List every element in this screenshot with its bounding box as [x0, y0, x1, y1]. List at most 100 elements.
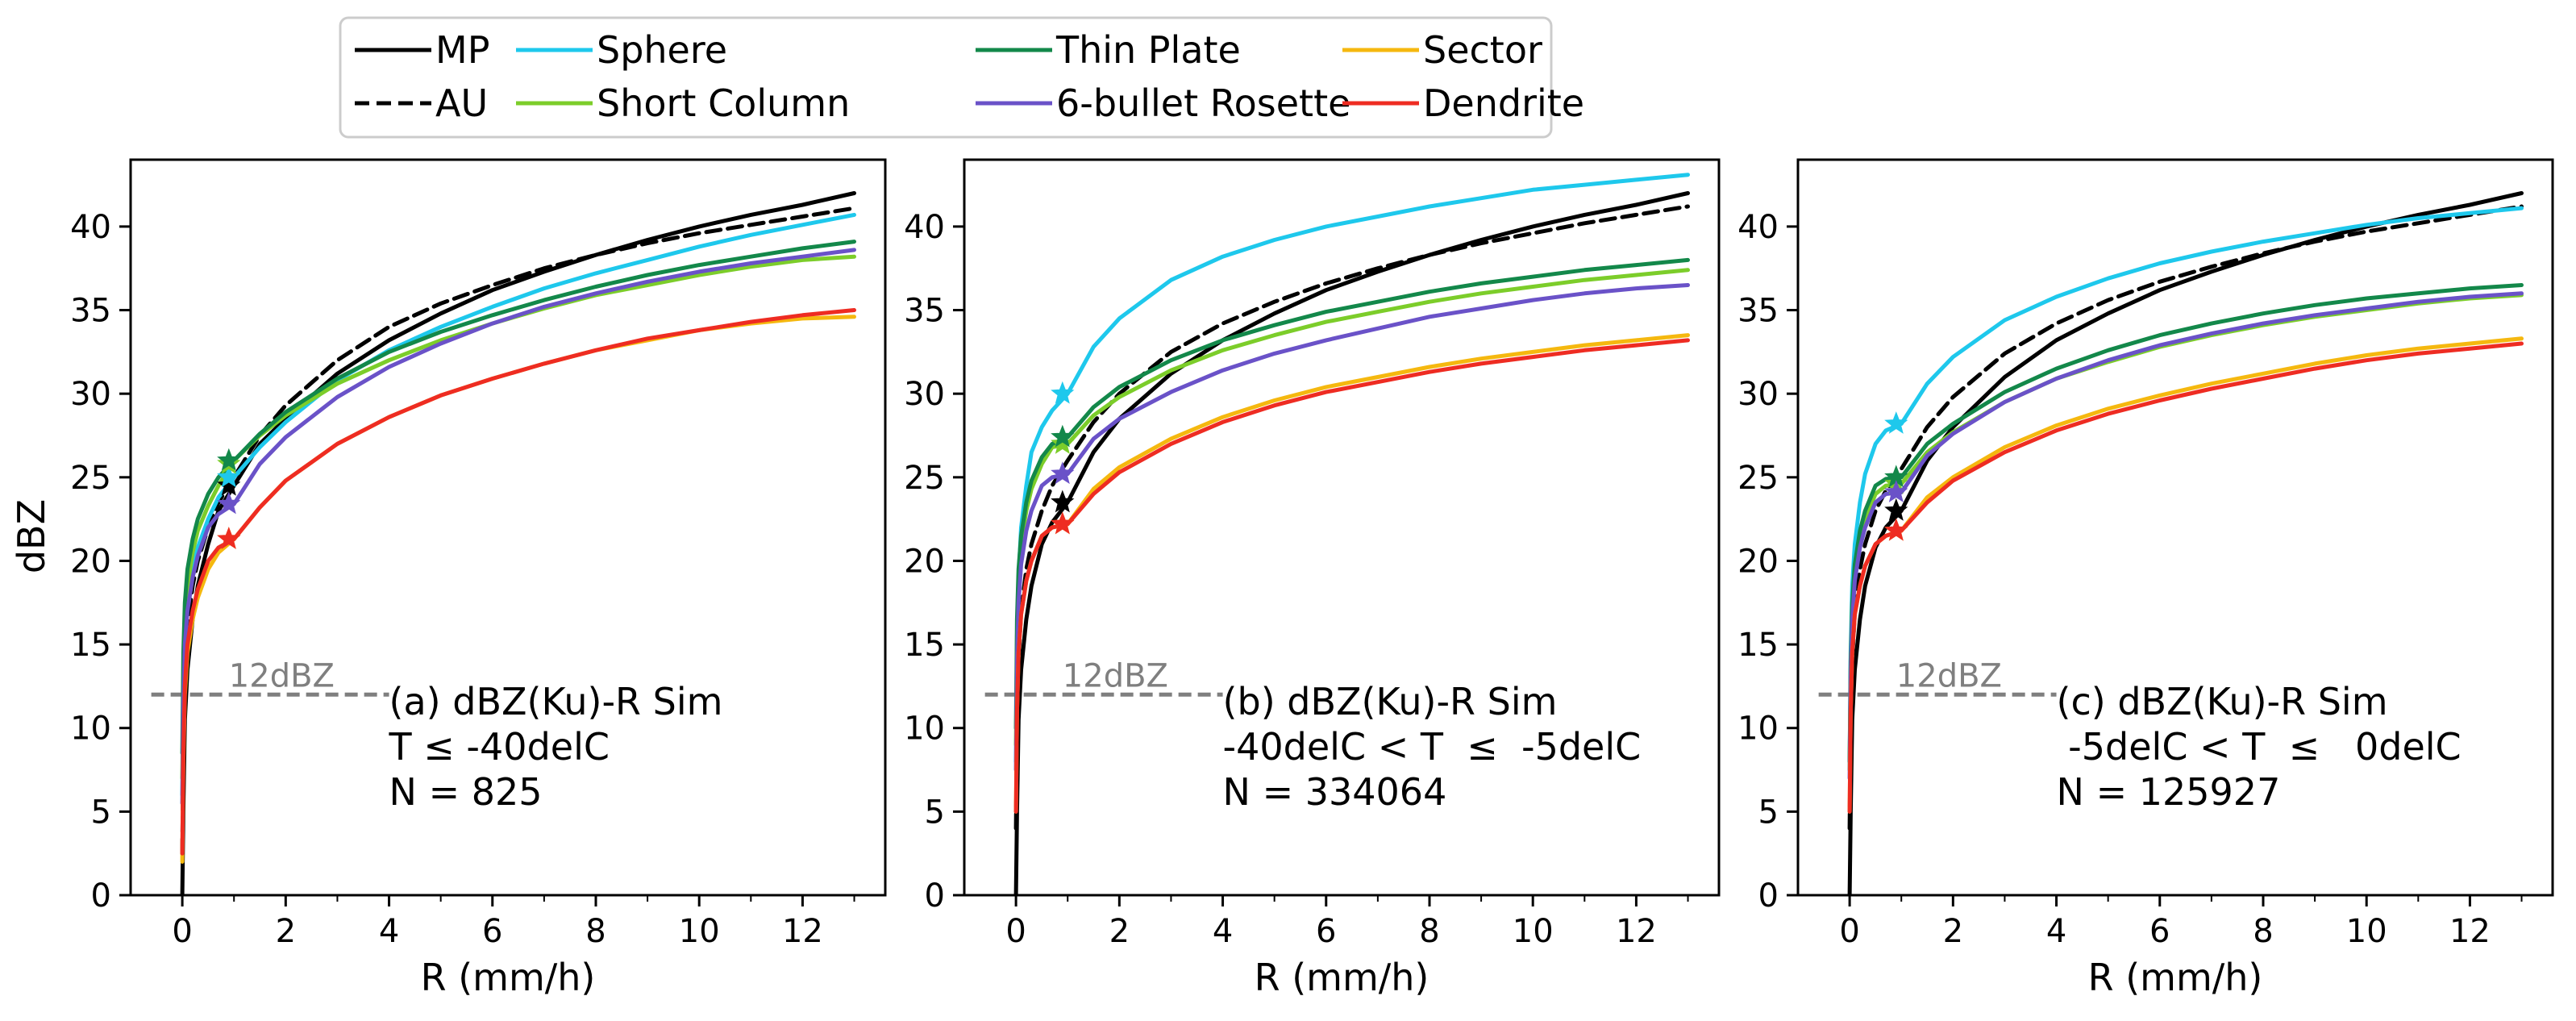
series-lines	[1847, 191, 2524, 895]
series-line-6-bullet-rosette	[180, 248, 856, 806]
x-tick-label: 0	[172, 913, 192, 950]
x-tick-label: 6	[1316, 913, 1336, 950]
threshold-label: 12dBZ	[1896, 657, 2002, 694]
threshold-label: 12dBZ	[1063, 657, 1168, 694]
y-tick-label: 10	[904, 711, 945, 748]
annotation-line: N = 334064	[1223, 770, 1447, 814]
x-tick-label: 12	[782, 913, 823, 950]
legend-item-mp: MP	[355, 28, 489, 72]
series-line-dendrite	[1847, 341, 2524, 814]
star-marker-mp	[1051, 490, 1075, 513]
legend-label-short-column: Short Column	[597, 81, 850, 125]
y-tick-label: 30	[904, 376, 945, 413]
annotation-line: (c) dBZ(Ku)-R Sim	[2057, 680, 2388, 723]
y-tick-label: 35	[1737, 293, 1779, 330]
series-line-6-bullet-rosette	[1847, 291, 2524, 781]
legend-item-sphere: Sphere	[516, 28, 727, 72]
legend-item-short-column: Short Column	[516, 81, 850, 125]
x-tick-label: 12	[2449, 913, 2491, 950]
y-tick-label: 0	[925, 877, 945, 915]
star-marker-mp	[217, 473, 241, 496]
series-line-dendrite	[1013, 338, 1690, 814]
series-line-mp	[1847, 191, 2524, 895]
star-marker-mp	[1884, 498, 1908, 521]
annotation-line: -40delC < T ≤ -5delC	[1223, 725, 1642, 769]
star-marker-dendrite	[1884, 518, 1908, 541]
legend-item-dendrite: Dendrite	[1342, 81, 1584, 125]
y-tick-label: 25	[70, 460, 111, 497]
x-tick-label: 8	[585, 913, 606, 950]
star-marker-sphere	[1051, 381, 1075, 404]
star-marker-thin-plate	[1051, 424, 1075, 448]
legend-label-mp: MP	[435, 28, 489, 72]
panel-annotation: (b) dBZ(Ku)-R Sim -40delC < T ≤ -5delC N =…	[1223, 680, 1642, 814]
panel-a: 12dBZ 0 2 4 6 8 10 12 0 5 10 15 20 25 30 35 40 R (mm/h) (a…	[70, 158, 887, 999]
annotation-line: (a) dBZ(Ku)-R Sim	[389, 680, 723, 723]
panel-b: 12dBZ 0 2 4 6 8 10 12 0 5 10 15 20 25 30 35 40 R (mm/h) (b…	[904, 158, 1721, 999]
legend: MP AU Sphere Short Column Thin Plate 6-bullet…	[339, 16, 1584, 139]
y-tick-label: 20	[904, 543, 945, 580]
series-line-mp	[1013, 191, 1690, 895]
y-tick-label: 5	[925, 794, 945, 831]
y-tick-label: 0	[1758, 877, 1779, 915]
y-tick-label: 15	[1737, 627, 1779, 664]
y-tick-label: 35	[904, 293, 945, 330]
legend-item-thin-plate: Thin Plate	[976, 28, 1241, 72]
series-line-short-column	[180, 254, 856, 781]
series-line-thin-plate	[180, 240, 856, 756]
y-tick-label: 5	[91, 794, 111, 831]
y-tick-label: 10	[1737, 711, 1779, 748]
y-tick-label: 25	[904, 460, 945, 497]
y-tick-label: 25	[1737, 460, 1779, 497]
star-marker-6-bullet-rosette	[1051, 461, 1075, 485]
star-marker-short-column	[1051, 431, 1075, 454]
series-lines	[1013, 173, 1690, 895]
y-tick-label: 35	[70, 293, 111, 330]
y-tick-label: 40	[904, 209, 945, 246]
legend-label-au: AU	[435, 81, 488, 125]
annotation-line: (b) dBZ(Ku)-R Sim	[1223, 680, 1558, 723]
x-axis-label: R (mm/h)	[1255, 956, 1429, 999]
legend-frame	[339, 16, 1553, 139]
x-tick-label: 4	[2046, 913, 2066, 950]
x-tick-label: 10	[2346, 913, 2387, 950]
x-tick-label: 2	[1943, 913, 1963, 950]
legend-label-thin-plate: Thin Plate	[1055, 28, 1241, 72]
star-marker-thin-plate	[217, 448, 241, 471]
annotation-line: N = 125927	[2057, 770, 2281, 814]
star-marker-6-bullet-rosette	[1884, 480, 1908, 502]
series-line-thin-plate	[1013, 257, 1690, 731]
y-tick-label: 0	[91, 877, 111, 915]
y-tick-label: 20	[70, 543, 111, 580]
y-tick-label: 40	[70, 209, 111, 246]
x-tick-label: 6	[482, 913, 502, 950]
x-tick-label: 8	[2253, 913, 2273, 950]
panel-c: 12dBZ 0 2 4 6 8 10 12 0 5 10 15 20 25 30 35 40 R (mm/h) (c…	[1737, 158, 2554, 999]
series-line-dendrite	[180, 308, 856, 856]
y-tick-label: 10	[70, 711, 111, 748]
legend-item-au: AU	[355, 81, 488, 125]
legend-item-6-bullet-rosette: 6-bullet Rosette	[976, 81, 1350, 125]
axes-frame	[963, 158, 1721, 897]
series-line-6-bullet-rosette	[1013, 283, 1690, 772]
y-tick-label: 5	[1758, 794, 1779, 831]
y-tick-label: 15	[904, 627, 945, 664]
legend-label-dendrite: Dendrite	[1423, 81, 1584, 125]
star-marker-sphere	[217, 465, 241, 488]
panel-annotation: (a) dBZ(Ku)-R Sim T ≤ -40delC N = 825	[389, 680, 723, 814]
x-tick-label: 0	[1839, 913, 1859, 950]
star-marker-6-bullet-rosette	[217, 491, 241, 515]
y-tick-label: 30	[70, 376, 111, 413]
y-tick-label: 40	[1737, 209, 1779, 246]
legend-label-6-bullet-rosette: 6-bullet Rosette	[1056, 81, 1350, 125]
y-tick-label: 15	[70, 627, 111, 664]
x-tick-label: 8	[1419, 913, 1439, 950]
series-line-thin-plate	[1847, 283, 2524, 764]
x-axis-label: R (mm/h)	[421, 956, 596, 999]
x-tick-label: 4	[379, 913, 399, 950]
x-tick-label: 10	[1513, 913, 1554, 950]
y-tick-label: 20	[1737, 543, 1779, 580]
x-tick-label: 12	[1616, 913, 1657, 950]
